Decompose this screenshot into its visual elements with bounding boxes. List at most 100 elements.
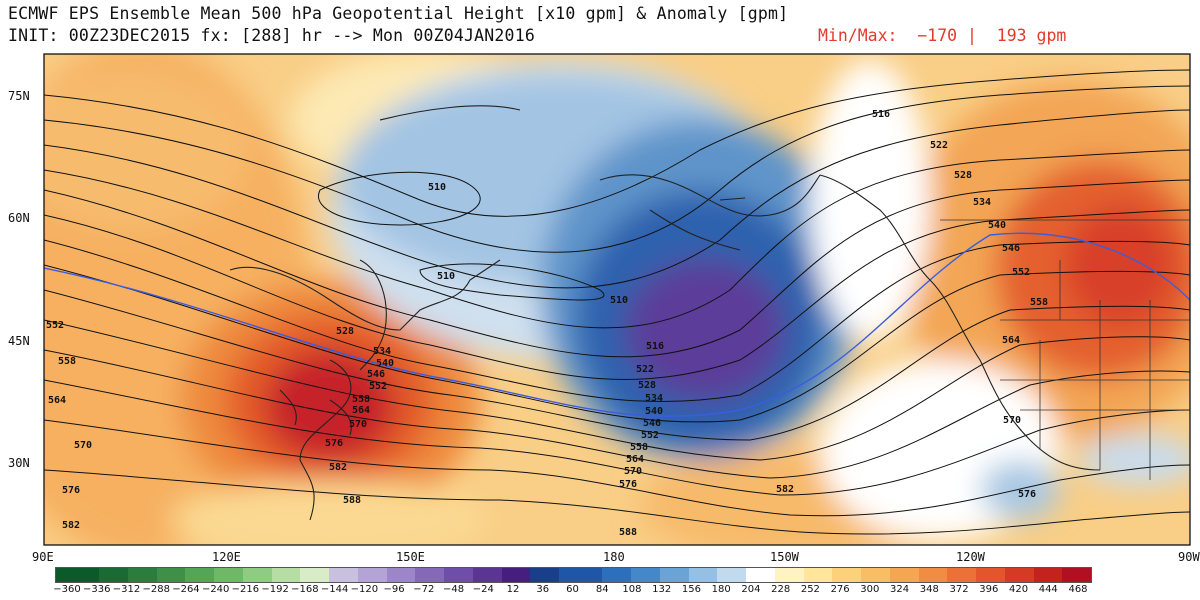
colorbar-cell <box>199 568 215 582</box>
colorbar-cell <box>832 568 847 582</box>
colorbar-cell <box>516 568 531 582</box>
contour-label: 582 <box>62 520 80 531</box>
colorbar-cell <box>774 568 790 582</box>
colorbar-label: 300 <box>860 584 880 595</box>
contour-label: 576 <box>1018 489 1036 500</box>
contour-label: 540 <box>645 406 663 417</box>
lon-label: 150E <box>396 550 425 564</box>
colorbar-cell <box>1047 568 1063 582</box>
colorbar-cell <box>56 568 71 582</box>
colorbar-label: −264 <box>172 584 200 595</box>
contour-label: 558 <box>58 356 76 367</box>
colorbar-label: 276 <box>830 584 850 595</box>
contour-label: 528 <box>336 326 354 337</box>
colorbar-cell <box>1019 568 1034 582</box>
colorbar-label: 396 <box>979 584 999 595</box>
colorbar-label: −120 <box>350 584 379 595</box>
colorbar-cell <box>113 568 128 582</box>
colorbar-cell <box>846 568 861 582</box>
colorbar-cell <box>271 568 286 582</box>
contour-label: 552 <box>1012 267 1030 278</box>
colorbar-cell <box>1033 568 1048 582</box>
contour-label: 570 <box>1003 415 1021 426</box>
colorbar-cell <box>645 568 660 582</box>
colorbar-cell <box>415 568 430 582</box>
colorbar-cell <box>300 568 315 582</box>
colorbar-label: −288 <box>142 584 170 595</box>
contour-labels: 516 522 528 534 540 546 552 558 564 510 … <box>46 109 1048 538</box>
colorbar-cell <box>171 568 186 582</box>
colorbar-cell <box>214 568 229 582</box>
colorbar-cell <box>789 568 804 582</box>
colorbar-cell <box>242 568 258 582</box>
colorbar-cell <box>386 568 401 582</box>
colorbar-cell <box>731 568 746 582</box>
colorbar-label: 156 <box>681 584 701 595</box>
contour-label: 564 <box>352 405 370 416</box>
colorbar-label: 444 <box>1038 584 1058 595</box>
colorbar-label: 204 <box>741 584 761 595</box>
colorbar-cell <box>961 568 976 582</box>
contour-label: 576 <box>325 438 343 449</box>
colorbar-cell <box>688 568 703 582</box>
coastlines <box>229 105 1101 521</box>
height-contours <box>44 69 1190 535</box>
colorbar-cell <box>429 568 445 582</box>
colorbar-cell <box>357 568 373 582</box>
contour-label: 564 <box>48 395 66 406</box>
colorbar-label: 420 <box>1008 584 1029 595</box>
colorbar-label: 324 <box>890 584 910 595</box>
lon-label: 150W <box>770 550 800 564</box>
min-max-readout: Min/Max: −170 | 193 gpm <box>818 26 1067 45</box>
colorbar-cell <box>861 568 876 582</box>
colorbar-cell <box>458 568 473 582</box>
colorbar-label: −24 <box>472 584 494 595</box>
colorbar-label: 84 <box>595 584 609 595</box>
lat-label: 75N <box>8 89 30 103</box>
colorbar-cell <box>372 568 387 582</box>
colorbar-cell <box>990 568 1005 582</box>
contour-label: 564 <box>626 454 644 465</box>
contour-label: 516 <box>646 341 664 352</box>
colorbar-cell <box>947 568 962 582</box>
contour-label: 510 <box>610 295 628 306</box>
colorbar-label: 372 <box>949 584 969 595</box>
contour-label: 552 <box>369 381 387 392</box>
contour-label: 564 <box>1002 335 1020 346</box>
colorbar-cell <box>803 568 818 582</box>
contour-label: 576 <box>619 479 637 490</box>
colorbar-cell <box>487 568 502 582</box>
chart-title: ECMWF EPS Ensemble Mean 500 hPa Geopoten… <box>8 4 789 23</box>
lat-label: 30N <box>8 456 30 470</box>
contour-label: 588 <box>343 495 361 506</box>
colorbar-cell <box>717 568 732 582</box>
colorbar-cell <box>904 568 919 582</box>
lon-label: 120W <box>956 550 986 564</box>
colorbar-cell <box>99 568 114 582</box>
borders <box>940 219 1190 480</box>
colorbar-label: 36 <box>536 584 550 595</box>
contour-label: 570 <box>74 440 92 451</box>
colorbar-label: 60 <box>566 584 579 595</box>
contour-label: 528 <box>954 170 972 181</box>
colorbar-label: −312 <box>112 584 141 595</box>
colorbar-label: −240 <box>201 584 230 595</box>
contour-label: 540 <box>988 220 1006 231</box>
colorbar-cell <box>329 568 344 582</box>
colorbar-cell <box>228 568 243 582</box>
reference-contour-line <box>44 232 1190 418</box>
colorbar-cell <box>185 568 200 582</box>
contour-label: 528 <box>638 380 656 391</box>
colorbar-cell <box>127 568 143 582</box>
colorbar-cell <box>746 568 761 582</box>
contour-label: 552 <box>641 430 659 441</box>
contour-label: 558 <box>630 442 648 453</box>
colorbar-cell <box>84 568 100 582</box>
colorbar-cell <box>444 568 459 582</box>
colorbar-cell <box>343 568 358 582</box>
contour-label: 522 <box>636 364 654 375</box>
colorbar-label: 108 <box>622 584 642 595</box>
contour-label: 534 <box>645 393 663 404</box>
anomaly-field: 516 522 528 534 540 546 552 558 564 510 … <box>44 54 1190 545</box>
init-forecast-line: INIT: 00Z23DEC2015 fx: [288] hr --> Mon … <box>8 26 535 45</box>
